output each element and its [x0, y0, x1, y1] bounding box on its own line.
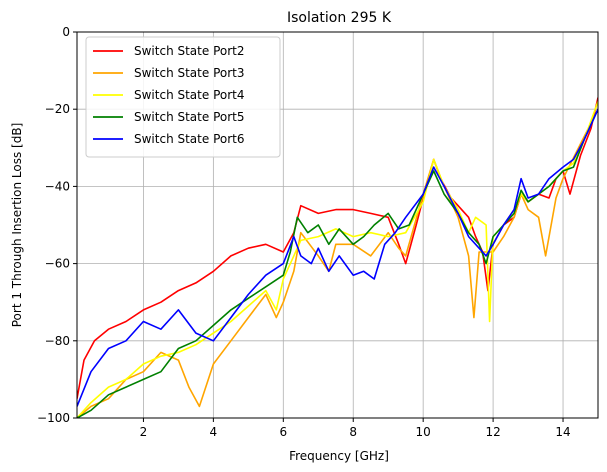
y-tick-label: 0	[62, 25, 70, 39]
legend: Switch State Port2 Switch State Port3 Swit…	[85, 36, 281, 158]
x-tick-label: 2	[140, 425, 148, 439]
plot-frame	[76, 31, 599, 419]
x-tick-label: 14	[555, 425, 570, 439]
x-tick-label: 8	[349, 425, 357, 439]
legend-entry: Switch State Port6	[134, 132, 245, 146]
y-axis-ticks: −100 −80 −60 −40 −20 0	[37, 25, 77, 425]
legend-entry: Switch State Port5	[134, 110, 245, 124]
series-layer	[77, 97, 598, 418]
legend-frame	[85, 36, 281, 158]
x-axis-ticks: 2 4 6 8 10 12 14	[140, 418, 571, 439]
x-axis-label: Frequency [GHz]	[289, 449, 389, 463]
x-tick-label: 6	[279, 425, 287, 439]
y-tick-label: −60	[45, 257, 70, 271]
x-tick-label: 4	[210, 425, 218, 439]
legend-entry: Switch State Port2	[134, 44, 245, 58]
legend-entry: Switch State Port3	[134, 66, 245, 80]
y-axis-label: Port 1 Through Insertion Loss [dB]	[10, 123, 24, 328]
y-tick-label: −80	[45, 334, 70, 348]
series-line-4	[77, 108, 598, 418]
chart-title: Isolation 295 K	[287, 10, 392, 26]
series-line-5	[77, 108, 598, 407]
x-tick-label: 10	[416, 425, 431, 439]
legend-entry: Switch State Port4	[134, 88, 245, 102]
y-tick-label: −20	[45, 102, 70, 116]
y-tick-label: −100	[37, 411, 70, 425]
x-tick-label: 12	[485, 425, 500, 439]
y-tick-label: −40	[45, 179, 70, 193]
